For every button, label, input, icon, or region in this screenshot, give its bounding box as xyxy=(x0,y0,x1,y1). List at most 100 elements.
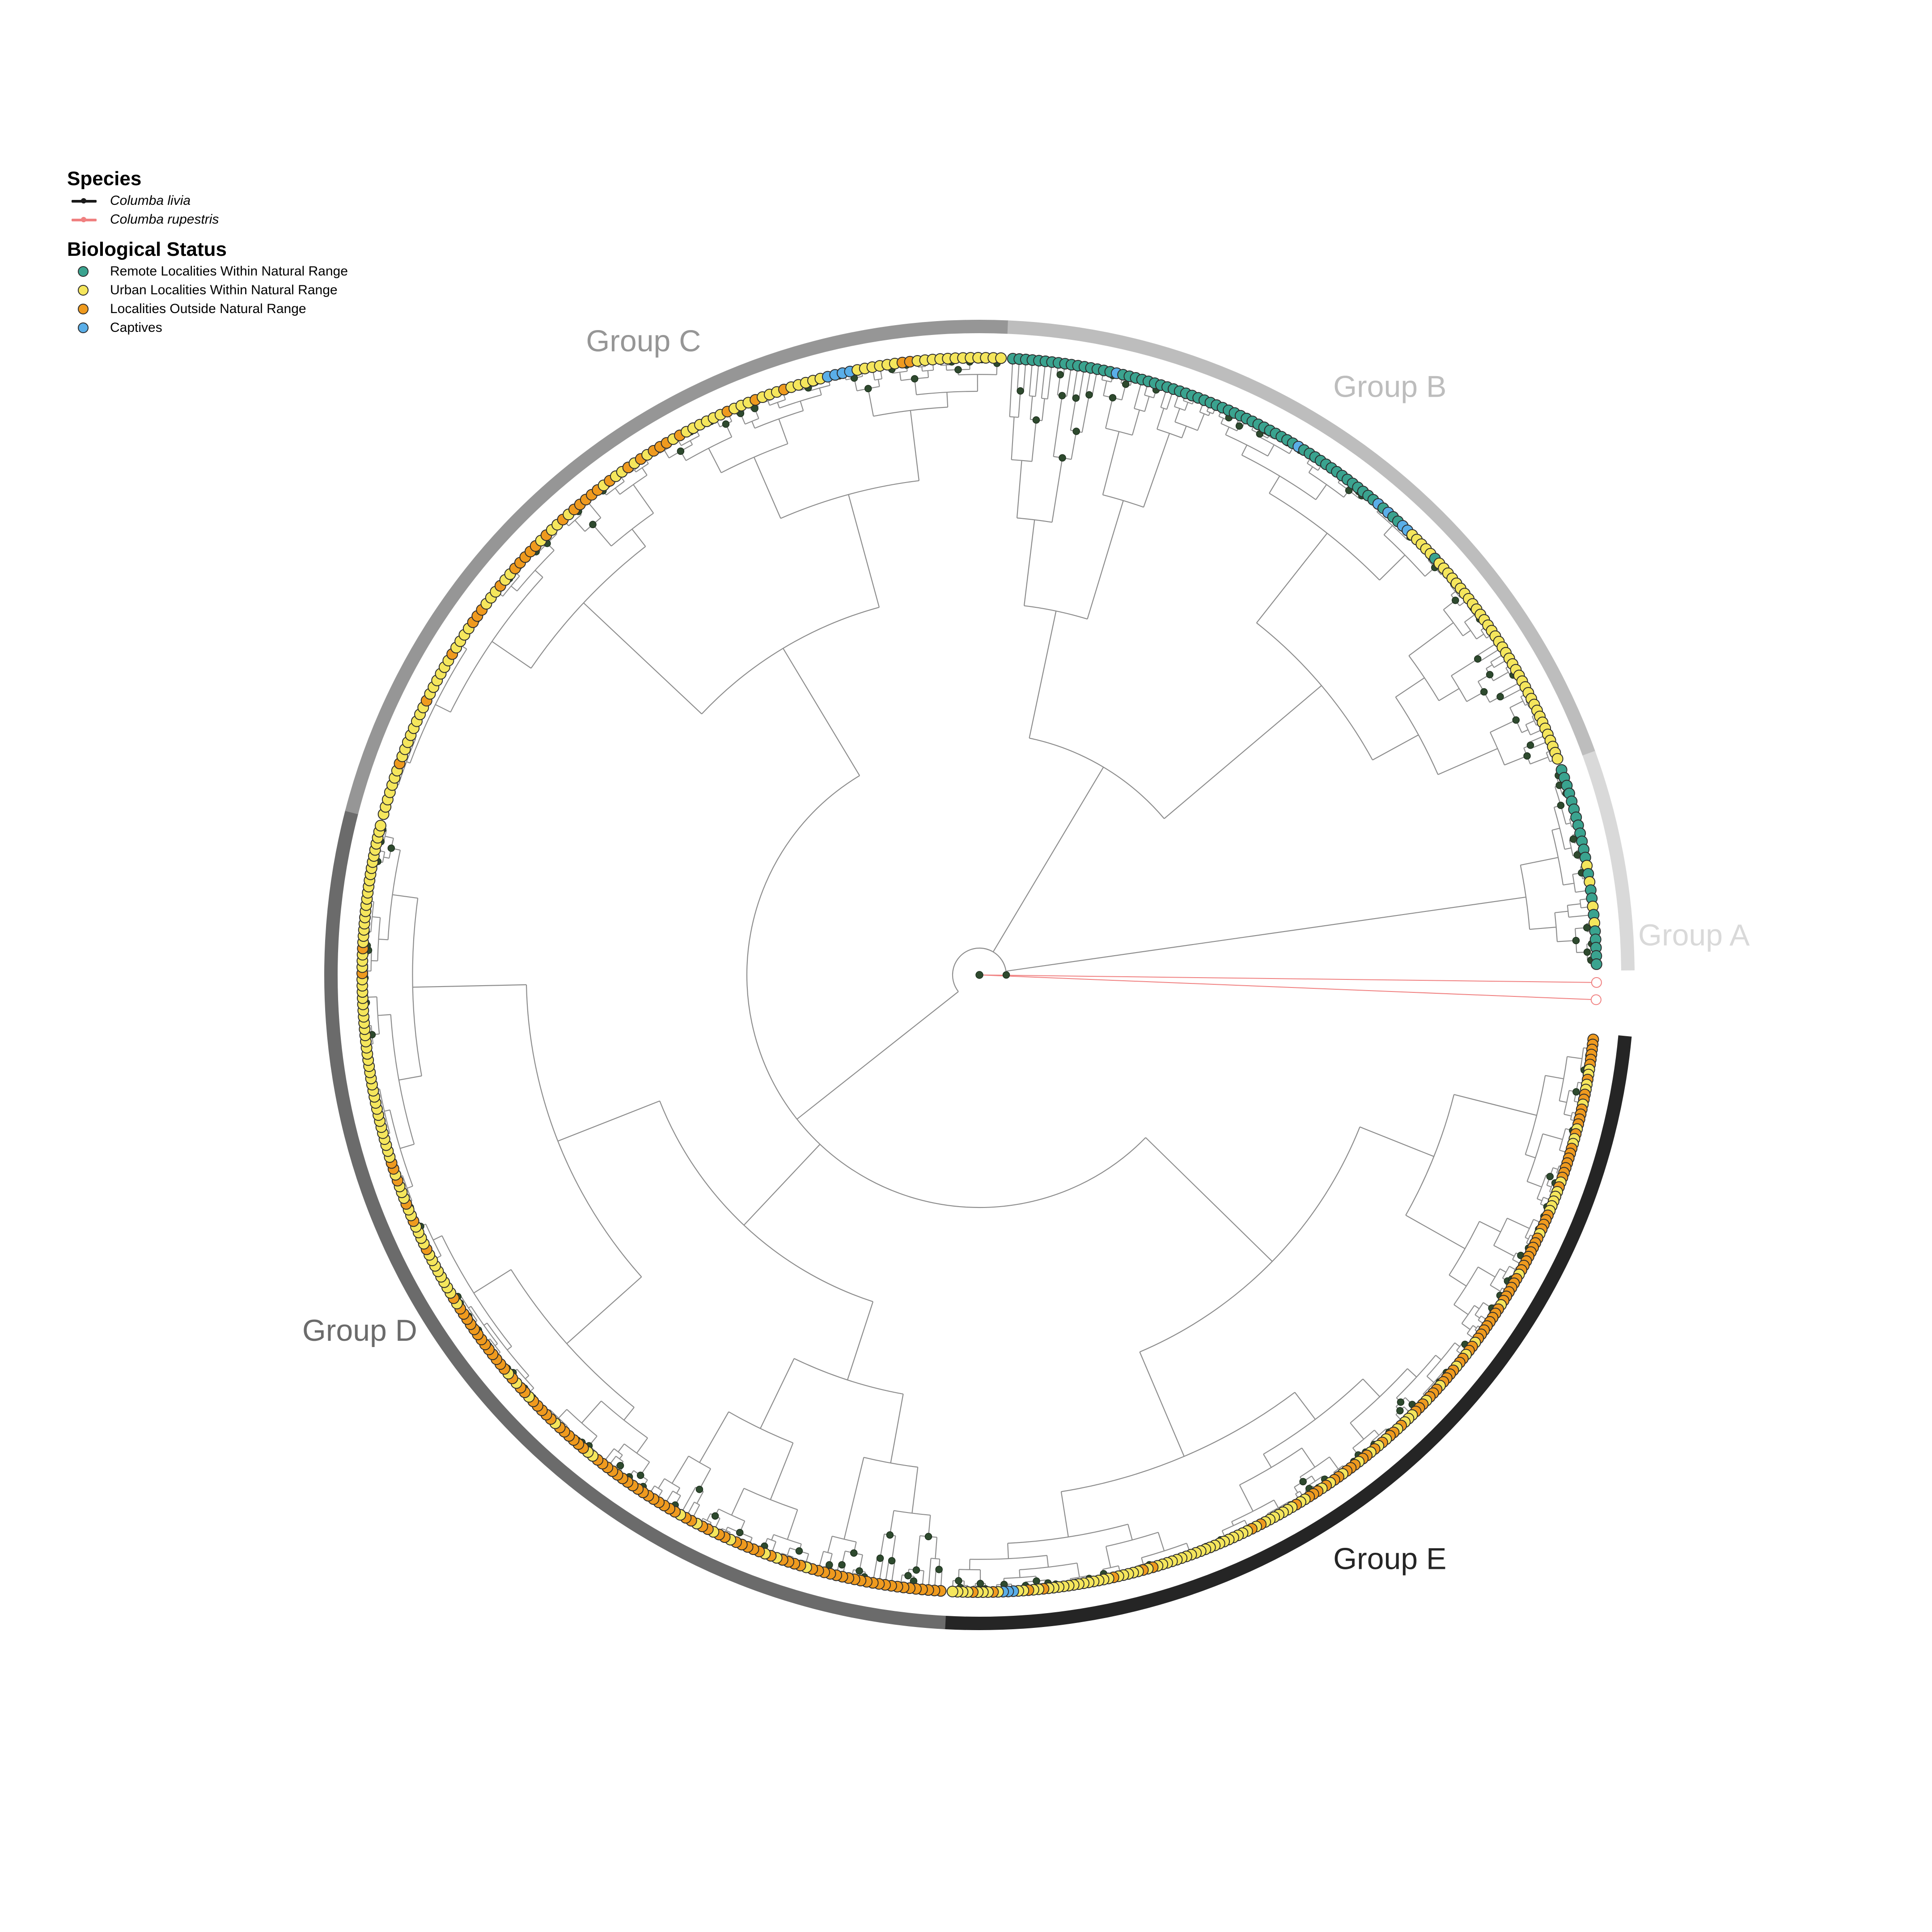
node-support-point xyxy=(1583,924,1591,932)
branch xyxy=(992,767,1104,953)
branch xyxy=(843,1457,864,1539)
branch-arc xyxy=(517,550,555,592)
branch xyxy=(620,477,625,482)
branch-arc xyxy=(794,1358,903,1395)
branch-arc xyxy=(1106,1532,1159,1547)
branch xyxy=(557,1100,660,1142)
core-arc xyxy=(952,947,1007,992)
legend: Species Columba livia Columba rupestris … xyxy=(67,166,348,337)
outgroup-branch xyxy=(979,974,1597,983)
branch xyxy=(1490,720,1517,733)
branch xyxy=(558,1409,568,1419)
branch xyxy=(1225,427,1230,435)
branch xyxy=(946,392,949,407)
branch xyxy=(1490,1284,1501,1292)
branch-arc xyxy=(1464,622,1477,640)
branch xyxy=(1029,360,1033,396)
branch xyxy=(699,1411,729,1463)
branch xyxy=(377,1014,391,1016)
branch xyxy=(1131,410,1140,436)
branch xyxy=(1453,1094,1537,1116)
branch xyxy=(1530,756,1548,765)
node-support-point xyxy=(711,1512,719,1520)
branch xyxy=(406,761,411,764)
branch xyxy=(378,938,388,941)
node-support-point xyxy=(1396,1407,1404,1415)
branch xyxy=(1567,903,1581,906)
branch xyxy=(495,1343,498,1346)
branch xyxy=(636,1437,648,1453)
branch-arc xyxy=(1474,1326,1479,1330)
branch xyxy=(1263,1453,1272,1468)
branch-arc xyxy=(1105,428,1133,436)
branch xyxy=(1570,1119,1575,1121)
branch xyxy=(574,520,585,532)
node-support-point xyxy=(838,1561,846,1569)
branch-arc xyxy=(688,1455,711,1470)
branch xyxy=(1546,1185,1552,1188)
node-support-point xyxy=(1072,394,1080,402)
branch-arc xyxy=(614,1448,623,1456)
branch xyxy=(778,419,788,444)
branch xyxy=(1192,401,1194,404)
branch-arc xyxy=(773,1534,802,1545)
branch xyxy=(1493,1245,1515,1257)
node-support-point xyxy=(935,1566,943,1573)
branch xyxy=(1105,1546,1111,1568)
branch xyxy=(753,457,781,519)
legend-item-columba-rupestris: Columba rupestris xyxy=(67,210,348,229)
circle-key-icon xyxy=(67,281,110,300)
group-arc xyxy=(324,809,946,1629)
branch xyxy=(1197,413,1205,431)
node-support-point xyxy=(1474,655,1482,663)
branch xyxy=(915,1535,921,1570)
backbone-stem xyxy=(797,991,959,1120)
branch xyxy=(1525,720,1534,725)
branch-arc xyxy=(873,407,948,417)
branch-arc xyxy=(1553,807,1565,850)
branch xyxy=(743,1144,821,1226)
branch xyxy=(1350,1422,1364,1440)
branch-arc xyxy=(1300,1456,1330,1478)
node-support-point xyxy=(1072,428,1080,435)
node-support-point xyxy=(886,1531,894,1539)
legend-item-captives: Captives xyxy=(67,318,348,337)
branch xyxy=(392,894,418,899)
node-support-point xyxy=(1526,741,1534,749)
species-label: Columba rupestris xyxy=(110,212,219,227)
branch xyxy=(1143,433,1170,508)
branch xyxy=(783,648,860,776)
branch xyxy=(1395,677,1425,698)
branch-arc xyxy=(1241,454,1316,500)
node-support-point xyxy=(1480,688,1488,696)
branch-arc xyxy=(959,1569,980,1571)
branch-arc xyxy=(525,984,642,1277)
branch-arc xyxy=(1559,1128,1566,1151)
branch-arc xyxy=(659,1101,873,1302)
branch xyxy=(491,641,532,669)
branch xyxy=(708,448,722,473)
branch-arc xyxy=(379,1089,390,1134)
branch xyxy=(787,1509,798,1540)
branch-arc xyxy=(1383,534,1426,577)
branch xyxy=(631,529,646,547)
branch xyxy=(1029,611,1057,738)
branch xyxy=(1241,445,1248,456)
node-support-point xyxy=(1032,416,1040,424)
branch-arc xyxy=(1350,1368,1408,1424)
branch xyxy=(910,410,920,481)
branch-arc xyxy=(1371,1428,1387,1442)
branch xyxy=(1559,1100,1567,1103)
branch-arc xyxy=(1512,1253,1517,1260)
branch xyxy=(1438,688,1460,701)
branch-arc xyxy=(672,1491,681,1496)
node-support-point xyxy=(864,385,872,393)
branch xyxy=(1454,1342,1460,1347)
node-support-point xyxy=(976,1580,984,1588)
branch xyxy=(1509,1266,1516,1270)
branch xyxy=(614,487,620,495)
branch-arc xyxy=(1466,1325,1474,1334)
branch-arc xyxy=(931,1558,940,1560)
branch xyxy=(676,1487,681,1494)
branch xyxy=(1486,664,1493,669)
